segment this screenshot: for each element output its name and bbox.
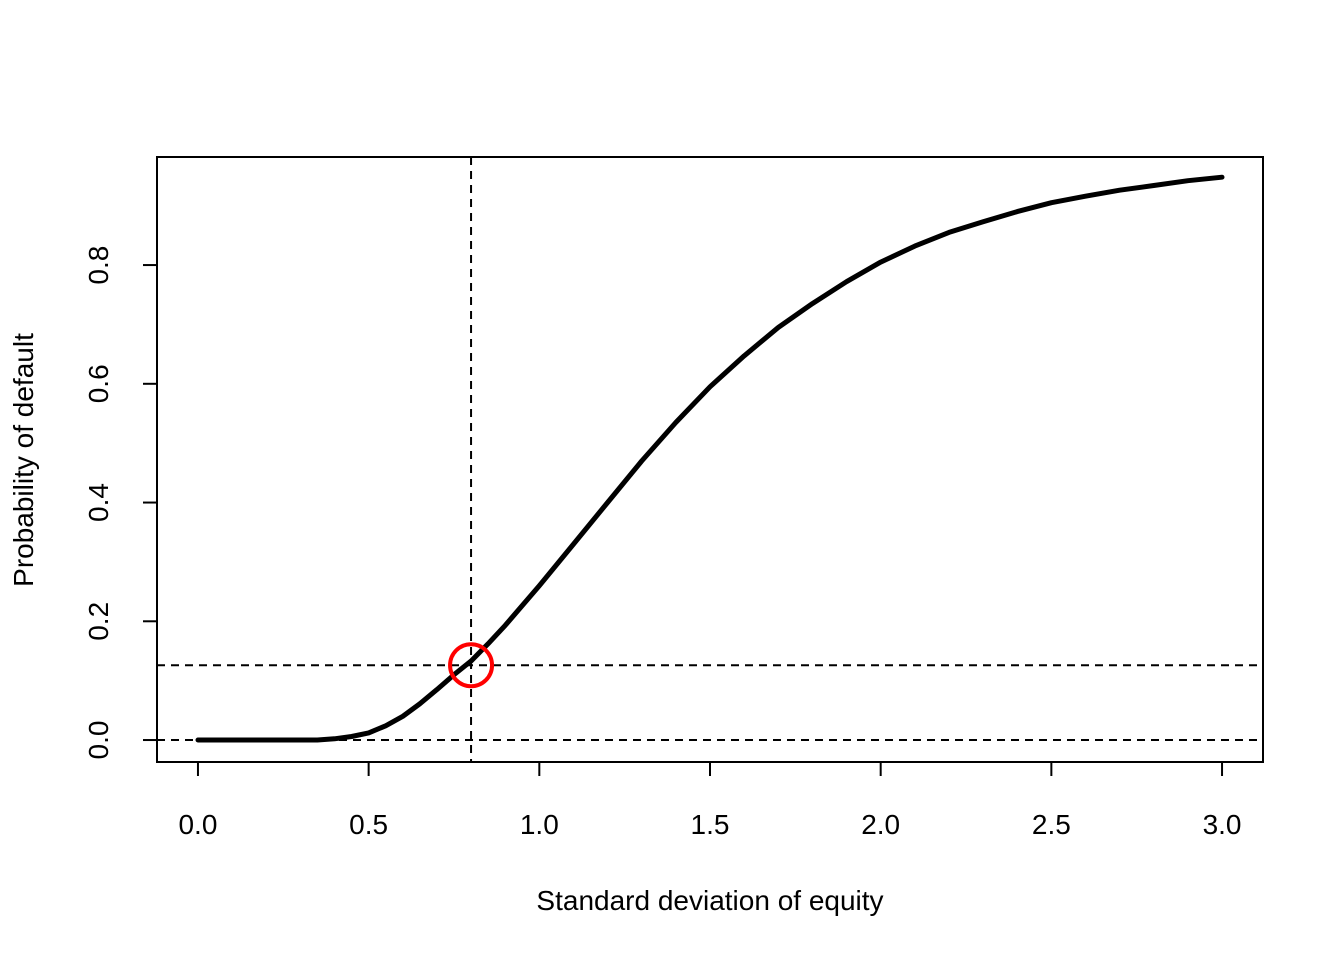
series-line-0: [195, 174, 1225, 743]
y-tick-label: 0.4: [83, 483, 114, 522]
highlight-circle-marker: [448, 642, 495, 689]
plot-frame: [156, 156, 1264, 763]
y-tick-label: 0.8: [83, 246, 114, 285]
x-tick-label: 2.5: [1032, 809, 1071, 840]
reference-lines: [157, 157, 1263, 762]
x-tick-label: 3.0: [1203, 809, 1242, 840]
y-axis-label: Probability of default: [8, 333, 39, 587]
y-tick-label: 0.6: [83, 364, 114, 403]
x-tick-label: 0.0: [178, 809, 217, 840]
y-axis: 0.0 0.2 0.4 0.6 0.8: [83, 246, 158, 760]
x-tick-label: 1.0: [520, 809, 559, 840]
y-tick-label: 0.0: [83, 721, 114, 760]
x-axis-label: Standard deviation of equity: [536, 885, 883, 916]
x-axis: 0.0 0.5 1.0 1.5 2.0 2.5 3.0: [178, 761, 1242, 840]
x-tick-label: 2.0: [861, 809, 900, 840]
x-tick-label: 1.5: [691, 809, 730, 840]
series-layer: [195, 174, 1225, 743]
marker-layer: [448, 642, 495, 689]
x-tick-label: 0.5: [349, 809, 388, 840]
y-tick-label: 0.2: [83, 602, 114, 641]
